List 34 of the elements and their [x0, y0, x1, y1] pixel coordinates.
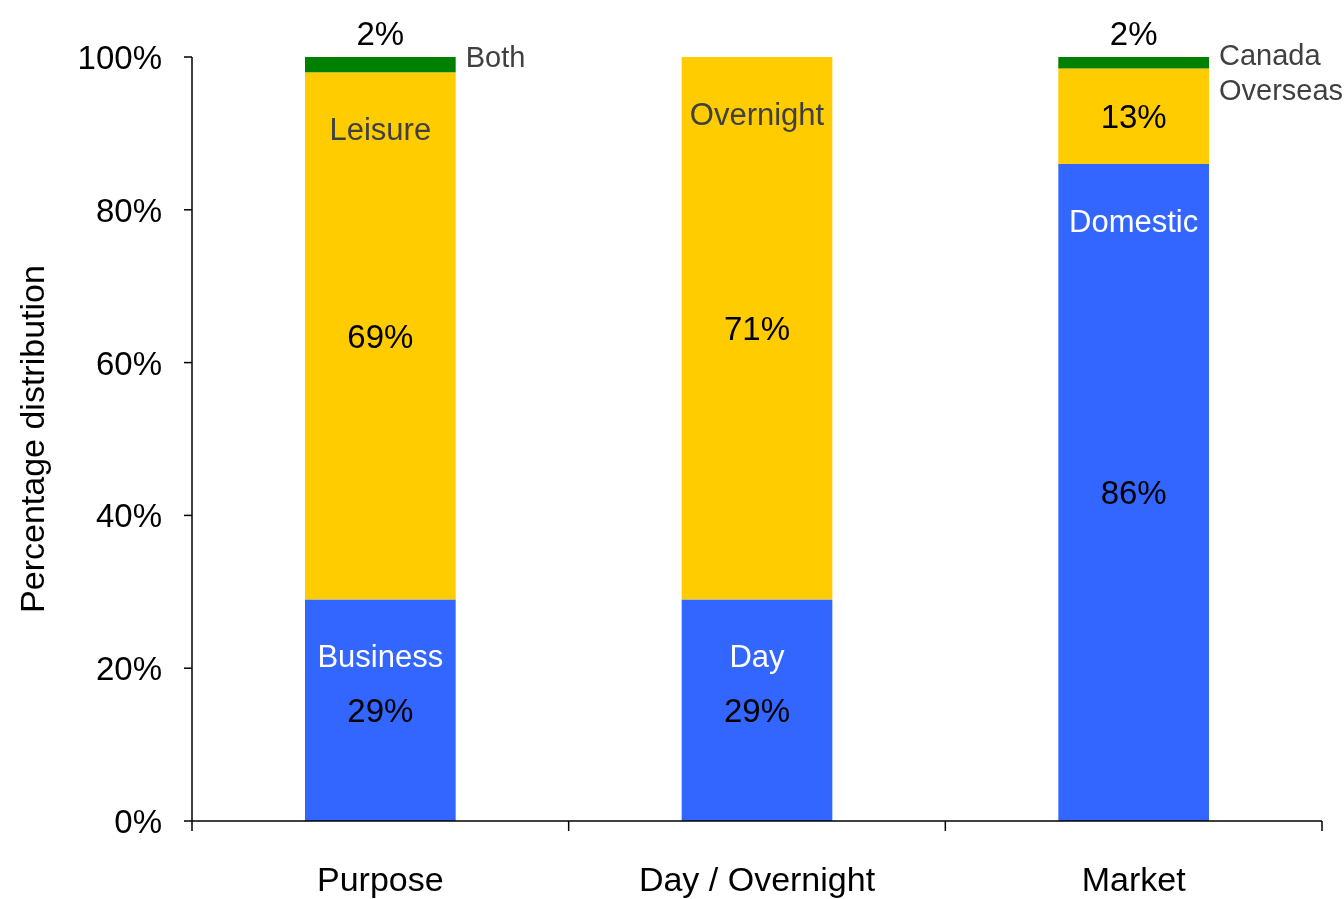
data-label: 2% [1109, 15, 1158, 52]
y-tick-label: 20% [95, 650, 162, 688]
y-tick-label: 60% [95, 344, 162, 382]
data-label: 13% [1100, 98, 1167, 136]
bar [305, 599, 456, 821]
annotation: Overnight [689, 97, 825, 132]
annotation: Business [317, 639, 444, 675]
annotation: Domestic [1069, 203, 1199, 239]
y-axis-title: Percentage distribution [13, 265, 51, 613]
x-tick-label: Market [1081, 860, 1187, 898]
data-label: 2% [356, 15, 405, 52]
x-tick-label: Day / Overnight [638, 860, 876, 898]
bar [1058, 163, 1209, 821]
y-tick-label: 80% [95, 191, 162, 229]
y-tick-label: 0% [114, 803, 162, 840]
bar [1058, 57, 1209, 69]
bar [305, 72, 456, 600]
bar [681, 57, 833, 600]
x-tick-label: Purpose [317, 860, 444, 898]
bar [1058, 68, 1209, 164]
data-label: 69% [347, 317, 414, 355]
annotation: Overseas [1219, 74, 1344, 107]
annotation: Day [729, 639, 786, 675]
data-label: 86% [1100, 474, 1167, 512]
annotation: Both [465, 40, 526, 73]
data-label: 29% [723, 692, 791, 730]
bar [305, 57, 456, 73]
annotation: Leisure [329, 112, 432, 148]
data-label: 71% [723, 310, 791, 348]
y-tick-label: 40% [95, 497, 162, 535]
annotation: Canada [1219, 38, 1322, 71]
data-label: 29% [347, 692, 414, 730]
bar [681, 599, 833, 821]
y-tick-label: 100% [77, 39, 162, 76]
